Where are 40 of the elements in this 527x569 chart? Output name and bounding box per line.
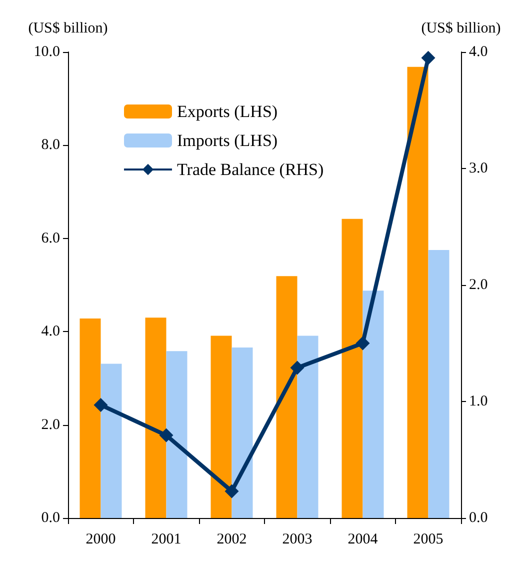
y-tick-label: 2.0 bbox=[41, 416, 60, 433]
bar bbox=[342, 218, 363, 518]
bar bbox=[145, 318, 166, 518]
x-tick-label: 2005 bbox=[413, 532, 444, 548]
y-tick-label: 4.0 bbox=[41, 324, 60, 340]
bar bbox=[80, 318, 101, 518]
x-tick-label: 2002 bbox=[216, 532, 247, 548]
legend-label: Exports (LHS) bbox=[177, 102, 278, 121]
bar bbox=[166, 351, 188, 518]
bar bbox=[100, 364, 122, 518]
y-tick-label: 10.0 bbox=[34, 44, 60, 60]
x-tick-label: 2000 bbox=[86, 532, 116, 548]
y2-tick-label: 2.0 bbox=[469, 277, 488, 293]
bar bbox=[297, 336, 318, 518]
bar bbox=[232, 347, 253, 518]
y-tick-label: 0.0 bbox=[41, 510, 60, 526]
y2-tick-label: 4.0 bbox=[469, 44, 488, 60]
legend-label: Imports (LHS) bbox=[177, 131, 278, 150]
y-tick-label: 8.0 bbox=[41, 137, 60, 154]
point bbox=[356, 336, 370, 350]
y-tick-label: 6.0 bbox=[41, 230, 60, 246]
x-tick-label: 2004 bbox=[348, 532, 378, 548]
y2-tick-label: 3.0 bbox=[469, 160, 488, 176]
y2-tick-label: 0.0 bbox=[469, 510, 488, 526]
bar bbox=[428, 250, 450, 518]
bar bbox=[407, 66, 428, 518]
legend-label: Trade Balance (RHS) bbox=[177, 160, 324, 179]
bar bbox=[362, 290, 384, 518]
point bbox=[290, 360, 304, 375]
point bbox=[421, 50, 436, 65]
point bbox=[224, 484, 239, 498]
y-axis-title: (US$ billion) bbox=[28, 20, 108, 36]
bar bbox=[276, 276, 298, 518]
bar bbox=[210, 336, 232, 518]
y2-axis-title: (US$ billion) bbox=[421, 20, 501, 36]
y2-tick-label: 1.0 bbox=[469, 394, 488, 410]
point bbox=[94, 398, 108, 412]
x-tick-label: 2003 bbox=[282, 532, 312, 548]
point bbox=[159, 428, 174, 442]
x-tick-label: 2001 bbox=[151, 532, 182, 548]
